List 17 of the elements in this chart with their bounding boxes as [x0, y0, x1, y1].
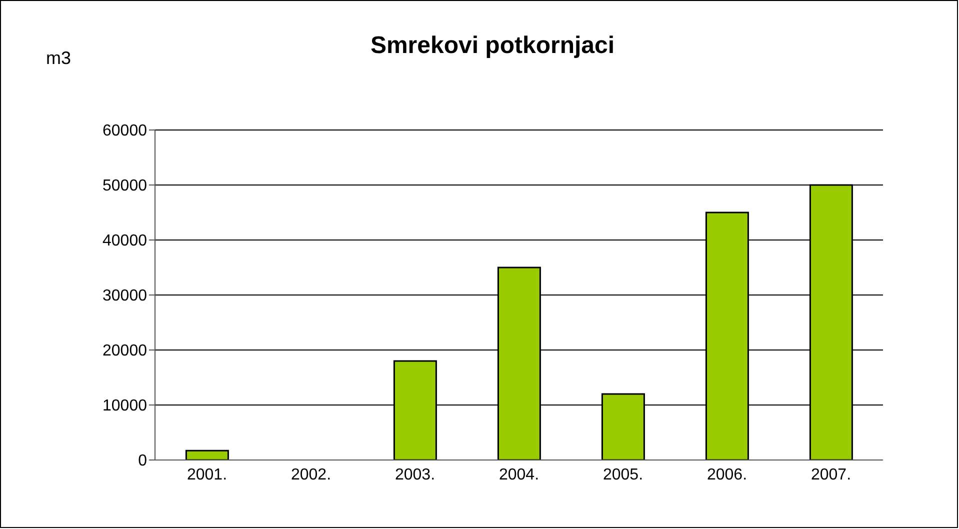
- y-tick-label: 10000: [102, 398, 148, 415]
- x-tick-label: 2007.: [810, 466, 852, 484]
- x-tick-label: 2004.: [498, 466, 540, 484]
- y-tick-label: 20000: [102, 342, 148, 360]
- y-tick-label: 30000: [102, 288, 148, 305]
- x-tick-label: 2006.: [706, 466, 748, 484]
- y-tick-label: 50000: [102, 178, 148, 195]
- x-tick-label: 2005.: [602, 466, 644, 484]
- x-tick-label: 2003.: [394, 466, 436, 484]
- chart-title: Smrekovi potkornjaci: [370, 32, 615, 59]
- y-tick-label: 0: [138, 452, 148, 470]
- y-tick-label: 40000: [102, 232, 148, 250]
- y-tick-label: 60000: [102, 122, 148, 140]
- x-tick-label: 2002.: [290, 466, 332, 484]
- y-axis-title: m3: [46, 48, 72, 69]
- bar: [185, 450, 229, 460]
- x-tick-label: 2001.: [186, 466, 228, 484]
